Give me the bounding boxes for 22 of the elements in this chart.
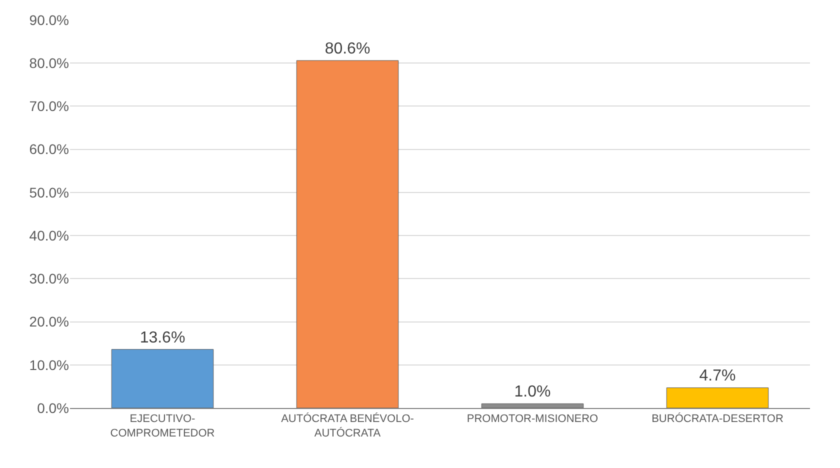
x-tick-label: BURÓCRATA-DESERTOR <box>652 412 784 426</box>
y-tick-label: 0.0% <box>37 400 69 416</box>
data-label: 4.7% <box>699 368 736 385</box>
bar <box>296 60 399 408</box>
y-tick-label: 80.0% <box>29 55 69 72</box>
y-tick-label: 50.0% <box>29 184 69 200</box>
x-tick-label: AUTÓCRATA BENÉVOLO-AUTÓCRATA <box>281 412 414 440</box>
bar <box>481 403 584 408</box>
y-tick-label: 90.0% <box>29 12 69 28</box>
y-tick-label: 10.0% <box>29 356 69 373</box>
y-tick-label: 40.0% <box>29 227 69 244</box>
x-tick-label: EJECUTIVO-COMPROMETEDOR <box>110 413 215 440</box>
y-tick-label: 60.0% <box>29 141 69 158</box>
data-label: 80.6% <box>324 40 370 58</box>
y-tick-label: 20.0% <box>29 314 69 330</box>
data-label: 1.0% <box>514 384 551 401</box>
y-tick-label: 70.0% <box>29 98 69 114</box>
bar <box>111 349 214 408</box>
x-tick-label: PROMOTOR-MISIONERO <box>466 413 599 426</box>
bar <box>666 387 769 408</box>
data-label: 13.6% <box>140 329 186 346</box>
y-tick-label: 30.0% <box>29 270 69 287</box>
